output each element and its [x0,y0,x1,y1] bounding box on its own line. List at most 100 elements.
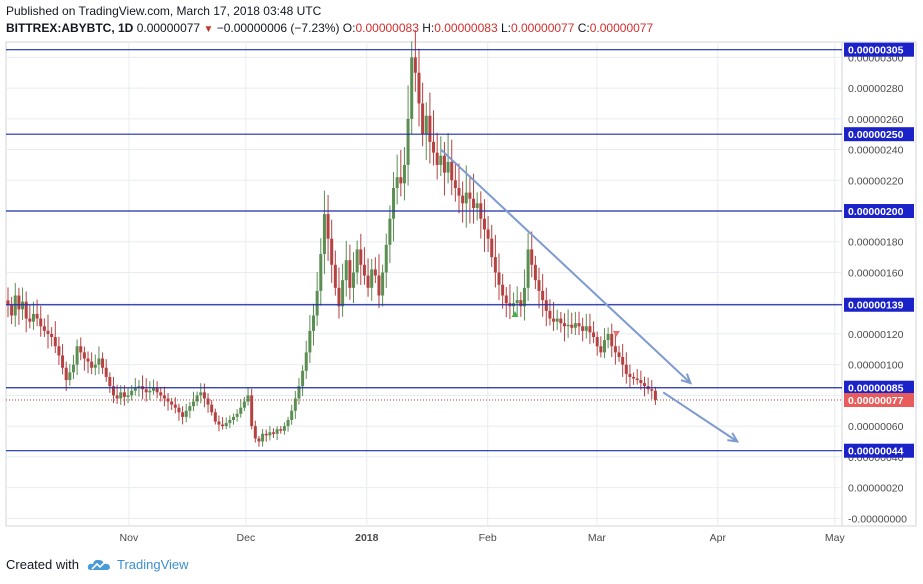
down-arrow-icon: ▼ [203,24,214,35]
candle-body [639,380,643,384]
candle-body [330,238,334,265]
candle-body [50,333,54,338]
candle-body [417,72,421,104]
candle-body [606,333,610,341]
y-tick-label: 0.00000280 [848,83,904,95]
candle-body [322,214,326,255]
candle-body [90,361,94,368]
level-price-tag [844,42,914,57]
candle-body [472,198,476,208]
candle-body [352,272,356,288]
candle-body [519,300,523,307]
footer: Created with TradingView [6,557,189,572]
candle-body [442,155,446,173]
candle-body [261,433,265,442]
y-tick-label: 0.00000120 [848,329,904,341]
high-label: H: [422,21,435,35]
candle-body [151,387,155,391]
candle-body [93,364,97,368]
candle-body [635,378,639,381]
close-value: 0.00000077 [589,21,654,35]
candle-body [188,406,192,411]
candle-body [592,332,596,338]
level-price-tag [844,380,914,395]
candle-body [275,429,279,434]
candle-body [199,392,203,396]
candle-body [228,419,232,424]
last-price: 0.00000077 [136,21,201,35]
candle-body [628,373,632,377]
candle-body [359,249,363,265]
candle-body [381,272,385,296]
candle-body [333,264,337,288]
candle-body [573,323,577,328]
candle-body [624,364,628,374]
candle-body [130,390,134,396]
candle-body [548,310,552,319]
candle-body [82,352,86,359]
candle-body [224,423,228,427]
candle-body [42,326,46,331]
candle-body [35,313,39,319]
candle-body [522,287,526,307]
low-label: L: [500,21,511,35]
y-tick-label: 0.00000260 [848,114,904,126]
candle-body [337,287,341,307]
candle-body [326,214,330,239]
candle-body [235,413,239,417]
candle-body [653,390,657,401]
candle-body [31,313,35,322]
candle-body [617,352,621,357]
candle-body [162,395,166,399]
candle-body [6,300,10,305]
candle-body [552,318,556,322]
candle-body [159,392,163,396]
close-label: C: [577,21,590,35]
candle-body [181,412,185,417]
candle-body [242,401,246,408]
candle-body [497,272,501,285]
level-price-label: 0.00000139 [848,300,904,312]
candle-body [97,358,101,365]
candle-body [439,155,443,165]
candle-body [290,410,294,420]
candle-body [104,367,108,377]
candle-body [268,432,272,436]
candle-body [286,419,290,427]
candle-body [406,118,410,165]
published-line: Published on TradingView.com, March 17, … [6,4,322,18]
candle-body [144,389,148,393]
candle-body [68,372,72,381]
buy-signal-marker [511,310,519,317]
open-label: O: [342,21,356,35]
x-tick-label: 2018 [355,532,379,544]
candle-body [482,218,486,230]
candle-body [559,318,563,324]
candle-body [308,330,312,353]
symbol-name[interactable]: BITTREX:ABYBTC, 1D [6,21,134,35]
x-tick-label: Feb [479,532,497,544]
candle-body [155,387,159,393]
candle-body [533,264,537,281]
level-price-label: 0.00000085 [848,383,904,395]
candle-body [632,376,636,379]
tradingview-cloud-icon[interactable] [87,558,111,572]
level-price-label: 0.00000200 [848,206,904,218]
y-tick-label: -0.00000000 [848,513,907,525]
candle-body [304,352,308,371]
candle-body [432,141,436,153]
candle-body [570,324,574,328]
tradingview-brand-link[interactable]: TradingView [116,557,189,572]
trend-arrow-head [727,432,740,443]
candle-body [450,161,454,181]
candle-body [61,355,65,368]
candle-body [530,249,534,265]
candle-body [115,395,119,399]
candle-body [613,346,617,353]
candle-body [210,404,214,413]
candle-body [170,401,174,405]
candle-body [490,238,494,258]
candle-body [588,326,592,333]
candle-body [468,192,472,199]
